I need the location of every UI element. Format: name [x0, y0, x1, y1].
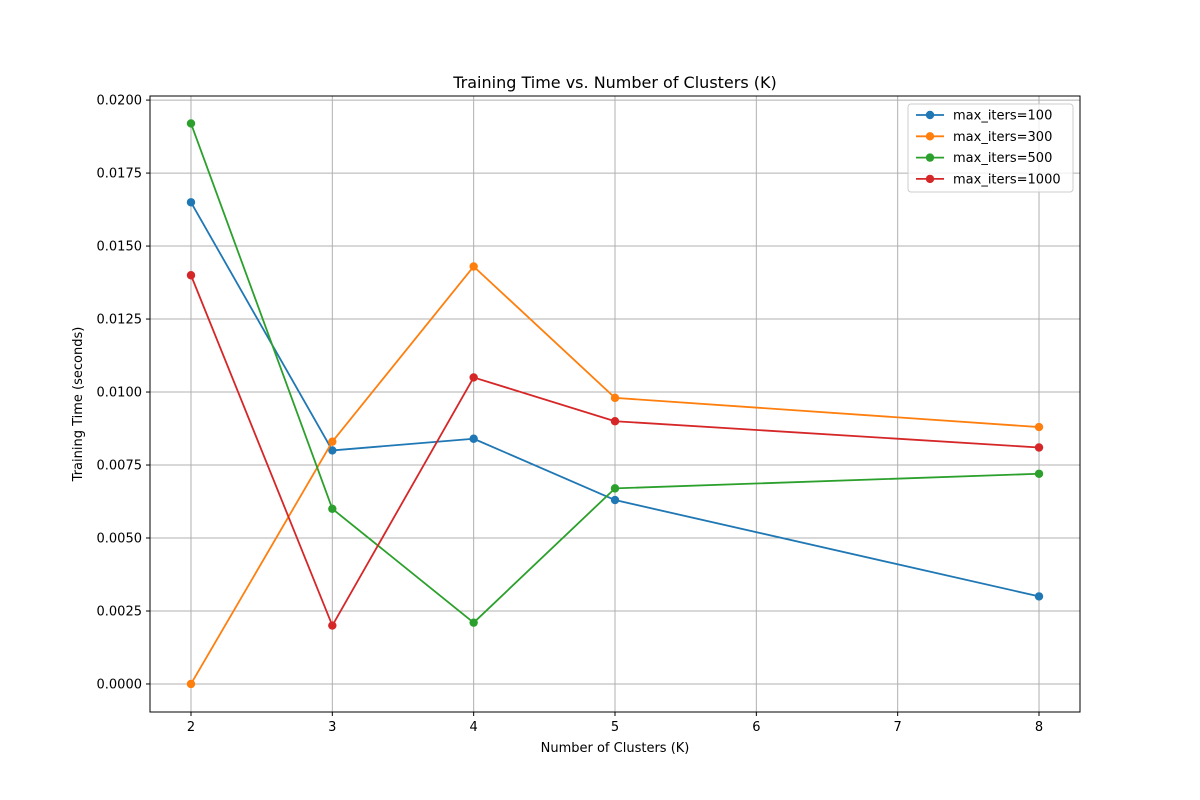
data-point [469, 434, 478, 443]
data-point [1034, 592, 1044, 601]
legend-label: max_iters=1000 [953, 172, 1061, 187]
x-tick-label: 5 [611, 720, 619, 735]
y-tick-label: 0.0125 [97, 313, 143, 328]
y-tick-label: 0.0050 [97, 532, 143, 547]
data-point [469, 262, 478, 271]
legend-label: max_iters=100 [953, 109, 1052, 124]
data-point [610, 484, 620, 493]
y-tick-label: 0.0200 [97, 94, 143, 109]
x-tick-label: 7 [894, 720, 902, 735]
x-tick-label: 6 [752, 720, 760, 735]
data-point [328, 504, 337, 514]
data-point [328, 621, 337, 630]
y-tick-label: 0.0000 [97, 677, 143, 692]
data-point [469, 618, 478, 627]
x-axis-title: Number of Clusters (K) [541, 741, 690, 756]
data-point [328, 446, 337, 455]
x-tick-label: 8 [1035, 720, 1043, 735]
x-tick-label: 4 [470, 720, 478, 735]
data-point [186, 271, 196, 280]
legend-swatch-marker [925, 174, 935, 184]
grid [150, 96, 1080, 712]
legend: max_iters=100 max_iters=300 max_iters=500m… [907, 103, 1074, 193]
legend-label: max_iters=500 [953, 151, 1052, 166]
data-point [186, 119, 196, 128]
y-tick-label: 0.0075 [97, 459, 143, 474]
x-tick-label: 2 [187, 720, 195, 735]
series [186, 262, 1044, 689]
y-axis-ticks: 0.0000 0.0025 0.0050 0.0075 0.0100 0.0125 0.01… [97, 94, 150, 692]
data-point [610, 495, 620, 505]
legend-swatch-marker [925, 110, 935, 120]
data-point [1034, 422, 1044, 432]
x-axis-ticks: 2 3 4 5 6 7 8 [187, 712, 1043, 735]
data-point [469, 373, 478, 382]
chart-title: Training Time vs. Number of Clusters (K) [452, 73, 777, 92]
x-tick-label: 3 [328, 720, 336, 735]
series [186, 119, 1044, 627]
y-tick-label: 0.0025 [97, 604, 143, 619]
data-point [1034, 443, 1044, 452]
data-point [1034, 469, 1044, 478]
data-point [328, 437, 337, 446]
data-point [610, 417, 620, 426]
series [186, 271, 1044, 630]
legend-swatch-marker [925, 153, 935, 162]
y-tick-label: 0.0100 [97, 386, 143, 401]
data-point [610, 393, 620, 403]
plot-series [186, 119, 1044, 689]
legend-label: max_iters=300 [953, 130, 1052, 145]
y-axis-title: Training Time (seconds) [71, 327, 86, 483]
legend-frame [907, 103, 1074, 193]
y-tick-label: 0.0150 [97, 240, 143, 255]
series [186, 198, 1044, 601]
y-tick-label: 0.0175 [97, 167, 143, 182]
data-point [186, 198, 196, 207]
legend-swatch-marker [925, 132, 935, 141]
data-point [186, 679, 196, 689]
